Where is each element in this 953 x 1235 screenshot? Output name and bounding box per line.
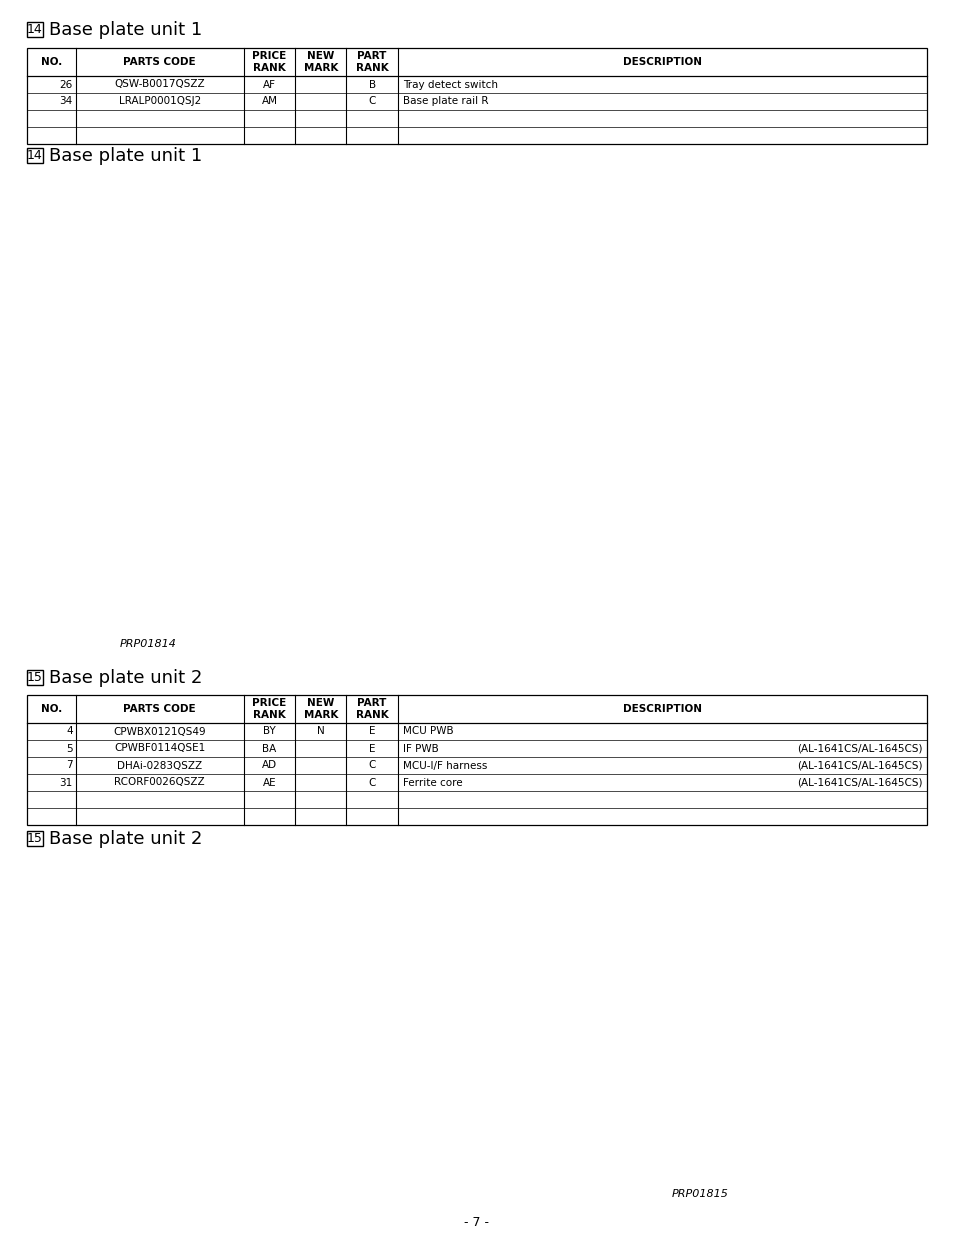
Text: RCORF0026QSZZ: RCORF0026QSZZ xyxy=(114,778,205,788)
Text: N: N xyxy=(316,726,324,736)
Text: E: E xyxy=(369,726,375,736)
Text: AF: AF xyxy=(263,79,275,89)
Text: NEW
MARK: NEW MARK xyxy=(303,698,337,720)
Text: (AL-1641CS/AL-1645CS): (AL-1641CS/AL-1645CS) xyxy=(797,761,923,771)
Text: NO.: NO. xyxy=(41,704,62,714)
Text: BY: BY xyxy=(263,726,275,736)
Bar xyxy=(27,671,43,685)
Text: (AL-1641CS/AL-1645CS): (AL-1641CS/AL-1645CS) xyxy=(797,743,923,753)
Text: AE: AE xyxy=(262,778,276,788)
Text: C: C xyxy=(368,778,375,788)
Bar xyxy=(27,48,926,144)
Bar xyxy=(27,831,43,846)
Text: B: B xyxy=(368,79,375,89)
Text: E: E xyxy=(369,743,375,753)
Text: CPWBF0114QSE1: CPWBF0114QSE1 xyxy=(114,743,205,753)
Text: Base plate rail R: Base plate rail R xyxy=(402,96,488,106)
Text: Tray detect switch: Tray detect switch xyxy=(402,79,497,89)
Text: 26: 26 xyxy=(59,79,72,89)
Text: PARTS CODE: PARTS CODE xyxy=(123,57,196,67)
Text: 15: 15 xyxy=(27,832,43,845)
Text: DESCRIPTION: DESCRIPTION xyxy=(622,57,701,67)
Text: - 7 -: - 7 - xyxy=(464,1215,489,1229)
Text: QSW-B0017QSZZ: QSW-B0017QSZZ xyxy=(114,79,205,89)
Text: LRALP0001QSJ2: LRALP0001QSJ2 xyxy=(118,96,201,106)
Text: Base plate unit 2: Base plate unit 2 xyxy=(49,830,202,848)
Text: DHAi-0283QSZZ: DHAi-0283QSZZ xyxy=(117,761,202,771)
Text: 4: 4 xyxy=(66,726,72,736)
Text: PRP01814: PRP01814 xyxy=(119,638,176,650)
Text: BA: BA xyxy=(262,743,276,753)
Text: 15: 15 xyxy=(27,671,43,684)
Text: Base plate unit 1: Base plate unit 1 xyxy=(49,147,202,165)
Text: PART
RANK: PART RANK xyxy=(355,51,388,73)
Text: 34: 34 xyxy=(59,96,72,106)
Text: MCU PWB: MCU PWB xyxy=(402,726,453,736)
Text: NEW
MARK: NEW MARK xyxy=(303,51,337,73)
Text: 7: 7 xyxy=(66,761,72,771)
Text: (AL-1641CS/AL-1645CS): (AL-1641CS/AL-1645CS) xyxy=(797,778,923,788)
Bar xyxy=(27,695,926,825)
Text: AD: AD xyxy=(262,761,276,771)
Text: PRICE
RANK: PRICE RANK xyxy=(253,698,286,720)
Text: C: C xyxy=(368,761,375,771)
Text: PARTS CODE: PARTS CODE xyxy=(123,704,196,714)
Text: DESCRIPTION: DESCRIPTION xyxy=(622,704,701,714)
Text: IF PWB: IF PWB xyxy=(402,743,438,753)
Bar xyxy=(27,22,43,37)
Bar xyxy=(27,148,43,163)
Text: Base plate unit 2: Base plate unit 2 xyxy=(49,669,202,687)
Text: C: C xyxy=(368,96,375,106)
Text: 31: 31 xyxy=(59,778,72,788)
Text: Base plate unit 1: Base plate unit 1 xyxy=(49,21,202,40)
Text: PRP01815: PRP01815 xyxy=(671,1189,728,1199)
Text: MCU-I/F harness: MCU-I/F harness xyxy=(402,761,487,771)
Text: 5: 5 xyxy=(66,743,72,753)
Text: PART
RANK: PART RANK xyxy=(355,698,388,720)
Text: 14: 14 xyxy=(27,149,43,162)
Text: AM: AM xyxy=(261,96,277,106)
Text: 14: 14 xyxy=(27,23,43,36)
Text: CPWBX0121QS49: CPWBX0121QS49 xyxy=(113,726,206,736)
Text: PRICE
RANK: PRICE RANK xyxy=(253,51,286,73)
Text: NO.: NO. xyxy=(41,57,62,67)
Text: Ferrite core: Ferrite core xyxy=(402,778,462,788)
